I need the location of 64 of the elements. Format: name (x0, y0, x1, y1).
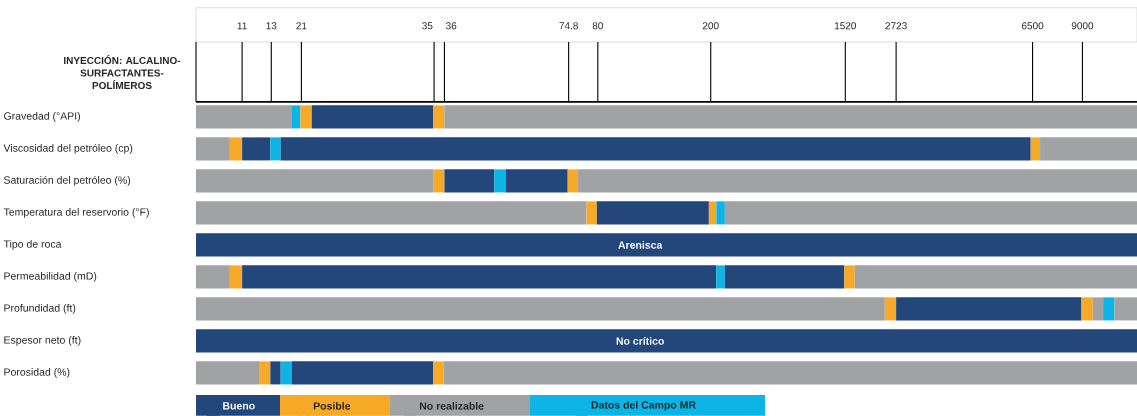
bar (196, 105, 292, 129)
text: 2723 (885, 22, 907, 30)
bar (844, 265, 855, 289)
bar (196, 361, 260, 385)
text: 6500 (1021, 22, 1044, 30)
y-tick-label: Gravedad (°API) (4, 111, 80, 122)
bar (242, 265, 717, 289)
legend-label: Datos del Campo MR (591, 400, 696, 411)
text: 11 (237, 22, 247, 30)
y-tick-label: Espesor neto (ft) (4, 336, 81, 346)
text: 36 (446, 22, 457, 30)
bar (494, 169, 506, 193)
bar (196, 201, 587, 225)
legend-label: No realizable (419, 402, 484, 410)
annotation: Arenisca (618, 241, 663, 249)
text: 9000 (1071, 22, 1094, 30)
y-tick-label: Tipo de roca (3, 239, 62, 250)
bar (242, 137, 271, 161)
bar (229, 137, 243, 161)
bar (1040, 137, 1137, 161)
bar (596, 201, 709, 225)
legend-label: Posible (313, 402, 351, 410)
bar (884, 297, 897, 321)
bar (578, 169, 1137, 193)
bar (291, 361, 434, 385)
bar (196, 265, 230, 289)
y-tick-label: Porosidad (%) (4, 368, 70, 378)
bar (586, 201, 597, 225)
text: 1520 (834, 22, 857, 30)
y-tick-label: Viscosidad del petróleo (cp) (3, 143, 133, 154)
bar (270, 361, 281, 385)
text: 80 (592, 22, 603, 30)
y-tick-label: Profundidad (ft) (4, 304, 76, 314)
legend-label: Bueno (223, 402, 255, 410)
bar (1030, 137, 1041, 161)
bar (196, 169, 434, 193)
y-tick-label: Temperatura del reservorio (°F) (3, 207, 149, 218)
bar (443, 361, 1137, 385)
chart-title: INYECCIÓN: ALCALINO-SURFACTANTES-POLÍMEROS (64, 55, 181, 90)
text: 200 (702, 22, 719, 30)
text: 35 (422, 22, 433, 30)
bar (505, 169, 568, 193)
bar (280, 137, 1031, 161)
bar (433, 361, 444, 385)
bar (444, 169, 495, 193)
y-tick-label: Permeabilidad (mD) (4, 272, 97, 282)
bar (196, 137, 230, 161)
bar (280, 361, 292, 385)
bar (1114, 297, 1137, 321)
text: 74.8 (559, 22, 578, 30)
bar (270, 137, 281, 161)
text: 21 (296, 22, 307, 30)
bar (567, 169, 579, 193)
bar (716, 265, 725, 289)
bar (259, 361, 271, 385)
bar (854, 265, 1137, 289)
bar (724, 265, 845, 289)
bar (433, 169, 445, 193)
bar (896, 297, 1082, 321)
bar (229, 265, 243, 289)
y-tick-label: Saturación del petróleo (%) (4, 175, 131, 186)
text: 13 (266, 22, 277, 30)
annotation: No crítico (616, 336, 664, 345)
bar (196, 297, 885, 321)
